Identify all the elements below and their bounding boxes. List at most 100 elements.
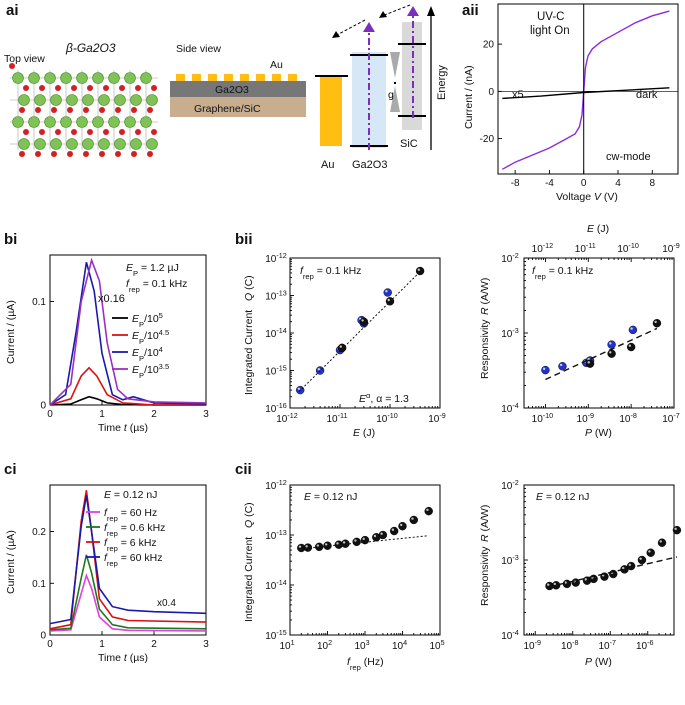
o-atom <box>19 151 25 157</box>
text-part: P <box>139 337 144 346</box>
chart-rep-rate-transients: 0 1 2 3 0 0.1 0.2 Current / (µA) Time t (µs) E = … <box>5 484 209 664</box>
data-point <box>607 340 616 349</box>
x-axis-label: E (J) <box>353 427 375 439</box>
text-part: (V) <box>601 191 618 203</box>
chart-charge-vs-frep: 101 102 103 104 10510-1510-1410-1310-12Integ… <box>243 478 445 672</box>
o-atom <box>147 107 153 113</box>
y-tick-label: 10-3 <box>501 326 519 341</box>
text-part: -3 <box>512 553 518 562</box>
text-part: (W) <box>592 427 612 439</box>
au-pad <box>256 74 265 81</box>
point-highlight <box>400 523 403 527</box>
o-atom <box>19 107 25 113</box>
text-part: 10 <box>662 414 674 425</box>
y-tick-label: 10-2 <box>501 478 519 493</box>
x-tick-label: 101 <box>279 638 294 653</box>
x-tick-label: 2 <box>151 639 157 650</box>
o-atom <box>103 129 109 135</box>
y-axis-label: Integrated Current <box>243 537 255 622</box>
data-point <box>558 362 567 371</box>
x-tick-label: 104 <box>392 638 407 653</box>
text-part: -14 <box>276 326 286 335</box>
o-atom <box>87 85 93 91</box>
chart-iv-curve: -8 -4 0 4 8 -20 0 20 Current / (nA) Voltage V (V)… <box>463 3 679 203</box>
text-part: R <box>479 534 491 542</box>
x-tick-label: 10-10 <box>617 241 639 256</box>
ga-atom <box>92 116 104 128</box>
panel-label-bii: bii <box>235 231 253 248</box>
text-part: E <box>126 262 134 274</box>
x-tick-label: 10-11 <box>575 241 596 256</box>
point-highlight <box>391 528 395 531</box>
material-label: β-Ga2O3 <box>65 41 116 55</box>
ga-atom <box>98 94 110 106</box>
x-axis-label: P (W) <box>585 656 612 668</box>
text-part: E <box>353 427 361 439</box>
y-tick-label: 10-12 <box>265 251 287 266</box>
x-tick-label: 10-7 <box>662 411 680 426</box>
x-axis-label: frep (Hz) <box>347 656 384 672</box>
substrate-layer <box>170 97 306 117</box>
legend-label-1: EP/104.5 <box>132 328 169 346</box>
o-atom <box>83 151 89 157</box>
text-part: -9 <box>673 241 679 250</box>
text-part: -12 <box>276 478 286 487</box>
text-part: -2 <box>512 478 518 487</box>
x-tick-label: 105 <box>429 638 444 653</box>
ga-atom <box>130 138 142 150</box>
text-part: f <box>104 537 108 549</box>
annotation-cw-mode: cw-mode <box>606 151 651 163</box>
text-part: Q <box>243 520 255 528</box>
annotation-energy: EP = 1.2 µJ <box>126 262 179 278</box>
text-part: t <box>124 422 128 434</box>
text-part: -8 <box>631 411 637 420</box>
text-part: 10 <box>376 414 388 425</box>
text-part: 10 <box>501 254 513 265</box>
ga-atom <box>60 72 72 84</box>
ga-atom <box>34 138 46 150</box>
point-highlight <box>426 508 429 512</box>
point-highlight <box>587 361 590 364</box>
text-part: R <box>479 307 491 315</box>
series-line-2 <box>49 261 207 406</box>
text-part: f <box>347 656 351 668</box>
ga-atom <box>108 72 120 84</box>
ga-atom <box>146 94 158 106</box>
o-atom <box>131 151 137 157</box>
text-part: -8 <box>572 638 578 647</box>
band-diagram: g Au Ga2O3 SiC Energy <box>315 4 448 171</box>
point-highlight <box>559 363 563 367</box>
text-part: 10 <box>662 244 674 255</box>
point-highlight <box>542 367 546 371</box>
y-tick-label: 0 <box>40 401 46 412</box>
text-part: (A/W) <box>479 278 491 308</box>
point-highlight <box>380 532 383 535</box>
data-point <box>359 317 369 326</box>
text-part: -16 <box>276 401 286 410</box>
ga-atom <box>60 116 72 128</box>
o-atom <box>151 85 157 91</box>
annotation-energy: E = 0.12 nJ <box>536 491 589 503</box>
o-atom <box>51 151 57 157</box>
ga-atom <box>114 94 126 106</box>
text-part: 4 <box>403 638 407 647</box>
point-highlight <box>628 563 632 566</box>
x-tick-label: 10-12 <box>276 411 298 426</box>
o-atom <box>35 151 41 157</box>
panel-label-ci: ci <box>4 461 17 478</box>
o-atom <box>83 107 89 113</box>
text-part: 10 <box>598 641 610 652</box>
x-tick-label: 10-6 <box>636 638 654 653</box>
data-point <box>296 385 305 395</box>
text-part: -2 <box>512 251 518 260</box>
point-highlight <box>387 298 390 302</box>
text-part: = 1.2 µJ <box>138 262 179 274</box>
fit-line <box>298 271 421 393</box>
fit-line <box>549 556 678 588</box>
ga-atom <box>108 116 120 128</box>
legend-label-1: frep = 0.6 kHz <box>104 522 165 538</box>
band-label-sic: SiC <box>400 138 418 150</box>
text-part: P <box>139 320 144 329</box>
y-axis-label: Current / (nA) <box>463 65 475 129</box>
